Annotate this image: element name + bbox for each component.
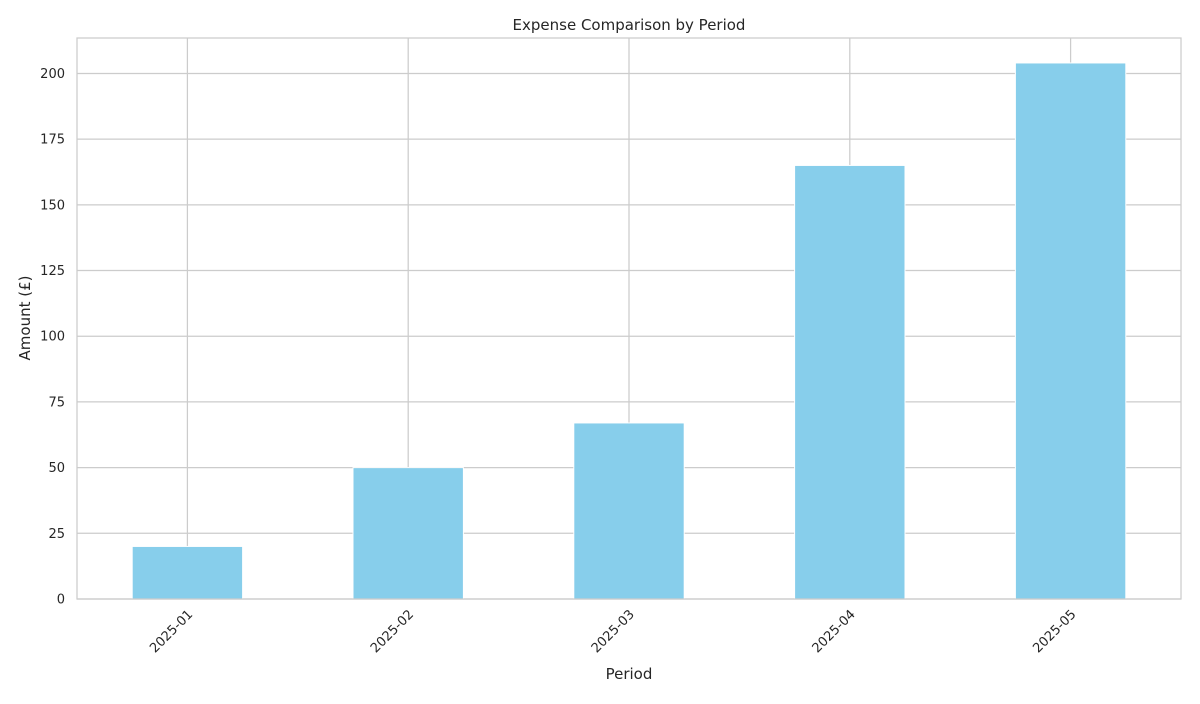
plot-frame: [76, 37, 1182, 600]
bar-2025-05: [1014, 62, 1127, 600]
bar-2025-01: [131, 545, 244, 600]
bar-2025-02: [352, 467, 464, 600]
chart-title: Expense Comparison by Period: [513, 16, 746, 34]
y-tick-label: 150: [40, 198, 65, 213]
x-tick-label: 2025-02: [368, 607, 417, 656]
bars: [131, 62, 1127, 600]
y-tick-label: 175: [40, 133, 65, 148]
y-tick-label: 75: [48, 395, 65, 410]
y-axis-ticks: 0 25 50 75 100 125 150 175 200: [40, 67, 65, 608]
y-axis-title: Amount (£): [16, 276, 34, 361]
y-tick-label: 0: [57, 593, 65, 608]
x-tick-label: 2025-01: [147, 607, 196, 656]
y-tick-label: 100: [40, 330, 65, 345]
x-axis-ticks: 2025-01 2025-02 2025-03 2025-04 2025-05: [147, 607, 1079, 656]
y-tick-label: 125: [40, 264, 65, 279]
y-tick-label: 50: [48, 461, 65, 476]
x-tick-label: 2025-05: [1030, 607, 1079, 656]
x-tick-label: 2025-03: [589, 607, 638, 656]
x-tick-label: 2025-04: [810, 607, 859, 656]
y-tick-label: 25: [48, 527, 65, 542]
x-axis-title: Period: [606, 665, 653, 683]
bar-2025-04: [794, 164, 906, 600]
bar-2025-03: [573, 422, 685, 600]
y-tick-label: 200: [40, 67, 65, 82]
